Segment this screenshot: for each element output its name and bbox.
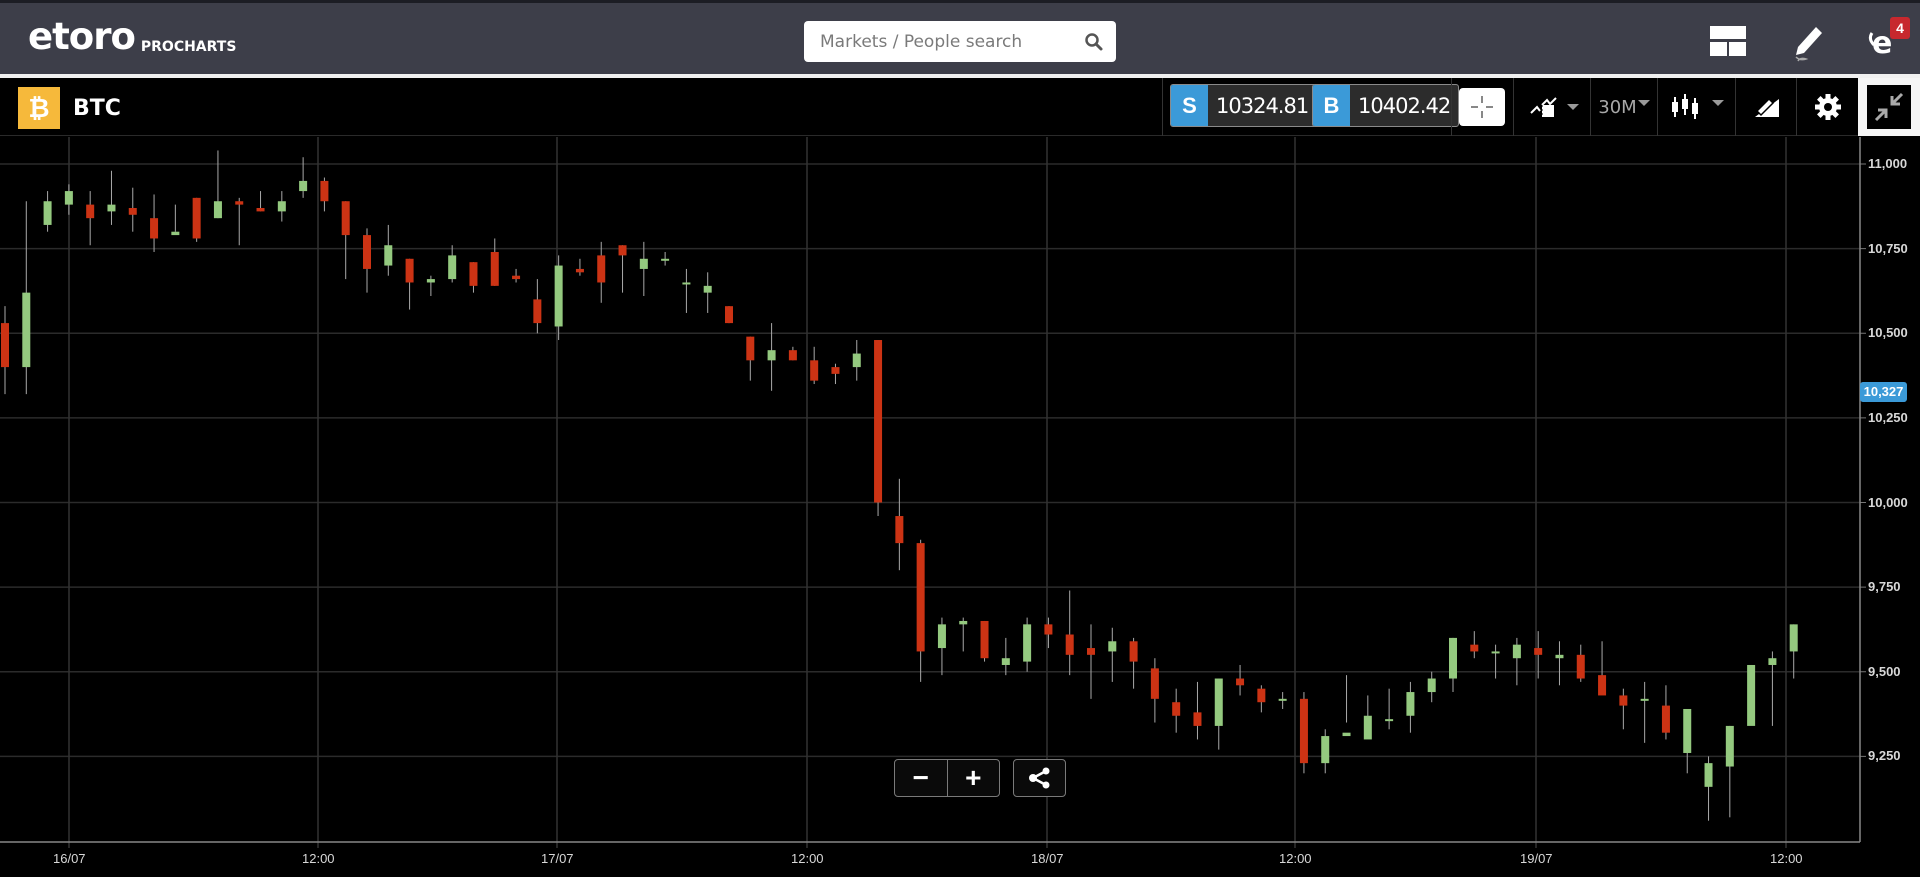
asset-symbol: BTC [73,95,121,121]
zoom-out-button[interactable]: − [895,760,948,796]
buy-button[interactable]: B 10402.42 [1312,84,1460,127]
etoro-notifications-icon: e [1868,26,1892,59]
collapse-arrows-icon [1874,92,1904,122]
chevron-down-icon [1567,104,1579,110]
compare-button[interactable] [1522,78,1586,136]
search-input[interactable] [804,31,1074,52]
bitcoin-icon: ₿ [18,87,60,129]
notifications-button[interactable]: e 4 [1862,17,1910,63]
y-tick-label: 10,500 [1868,325,1908,341]
notification-badge: 4 [1890,17,1910,39]
asset-info[interactable]: ₿ BTC [18,87,121,129]
y-tick-label: 10,250 [1868,409,1908,425]
logo-procharts: PROCHARTS [140,39,237,55]
exit-fullscreen-button[interactable] [1858,78,1920,136]
drawing-button[interactable] [1784,19,1828,63]
toolbar-divider [1796,78,1797,136]
x-tick-label: 12:00 [302,851,335,866]
chart-toolbar: ₿ BTC S 10324.81 B 10402.42 [0,78,1920,136]
etoro-logo[interactable]: etoro PROCHARTS [28,17,236,57]
search-icon[interactable] [1084,32,1104,52]
toolbar-divider [1657,78,1658,136]
zoom-controls: − + [894,759,1000,797]
share-icon [1028,767,1049,789]
top-navigation-bar: etoro PROCHARTS e 4 [0,0,1920,74]
toolbar-divider [1513,78,1514,136]
header-divider [0,74,1920,78]
y-tick-label: 11,000 [1868,156,1908,171]
sell-button[interactable]: S 10324.81 [1170,84,1318,127]
y-tick-label: 10,000 [1868,494,1908,510]
x-tick-label: 18/07 [1031,851,1064,866]
buy-tag: B [1313,85,1350,126]
x-tick-label: 12:00 [791,851,824,866]
x-tick-label: 12:00 [1279,851,1312,866]
chevron-down-icon [1637,100,1650,106]
settings-button[interactable] [1800,78,1856,136]
draw-pencil-icon [1795,27,1822,62]
layout-button[interactable] [1706,19,1750,63]
share-button[interactable] [1013,759,1066,797]
compare-chart-icon [1530,97,1557,118]
toolbar-divider [1162,78,1163,136]
toolbar-divider [1451,78,1452,136]
y-tick-label: 10,750 [1868,240,1908,256]
crosshair-icon [1471,96,1493,118]
gear-icon [1815,94,1841,120]
y-tick-label: 9,500 [1868,663,1901,679]
markets-people-search[interactable] [804,21,1116,62]
x-tick-label: 16/07 [53,851,86,866]
candlestick-chart[interactable]: 11,000 10,750 10,500 10,250 10,000 9,750 9,500… [0,137,1920,872]
timeframe-dropdown[interactable]: 30M [1594,78,1654,136]
drawing-tools-button[interactable] [1740,78,1794,136]
chart-canvas[interactable] [0,137,1920,872]
current-price-tag: 10,327 [1860,381,1907,402]
toolbar-divider [1735,78,1736,136]
chart-type-button[interactable] [1662,78,1732,136]
svg-text:e: e [1872,26,1892,59]
layout-icon [1710,26,1746,56]
toolbar-divider [1590,78,1591,136]
sell-tag: S [1171,85,1208,126]
x-tick-label: 12:00 [1770,851,1803,866]
timeframe-label: 30M [1598,96,1637,118]
x-tick-label: 17/07 [541,851,574,866]
y-tick-label: 9,750 [1868,579,1901,595]
x-tick-label: 19/07 [1520,851,1553,866]
sell-price: 10324.81 [1216,93,1309,118]
zoom-in-button[interactable]: + [965,762,982,793]
crosshair-button[interactable] [1459,88,1505,126]
buy-price: 10402.42 [1358,93,1451,118]
y-tick-label: 9,250 [1868,748,1901,764]
chevron-down-icon [1712,100,1724,106]
logo-wordmark: etoro [28,15,136,58]
drawing-tools-icon [1755,97,1779,117]
candlestick-icon [1672,94,1698,119]
